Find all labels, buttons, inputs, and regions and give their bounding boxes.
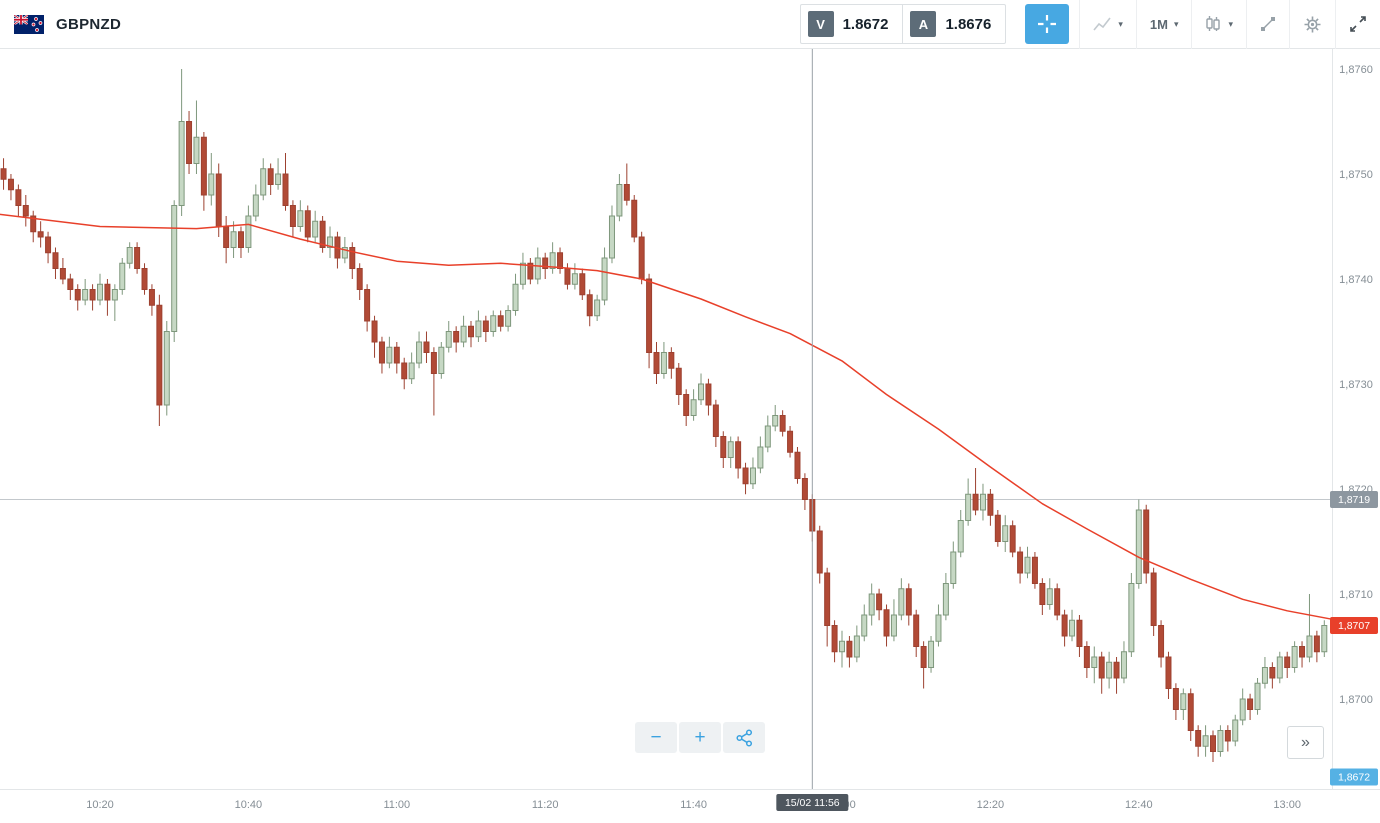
svg-text:11:00: 11:00 (383, 799, 410, 811)
buy-price: 1.8676 (945, 15, 992, 33)
svg-text:1,8730: 1,8730 (1339, 379, 1373, 391)
svg-text:1,8740: 1,8740 (1339, 274, 1373, 286)
price-chart[interactable]: 1,87601,87501,87401,87301,87201,87101,87… (0, 49, 1380, 822)
sell-letter-badge: V (807, 11, 834, 37)
sell-price: 1.8672 (842, 15, 889, 33)
trendline-tool-icon (1261, 17, 1275, 31)
chart-area: 1,8760 1,8750 1,8740 1,8730 1,8720 1,8710 1,87… (0, 49, 1380, 822)
sell-quote-button[interactable]: V 1.8672 (801, 5, 903, 43)
svg-text:10:40: 10:40 (235, 799, 263, 811)
zoom-in-button[interactable]: + (679, 722, 721, 753)
nz-flag-icon (14, 14, 44, 34)
svg-text:12:20: 12:20 (977, 799, 1005, 811)
symbol-title: GBPNZD (56, 15, 122, 33)
buy-quote-button[interactable]: A 1.8676 (903, 5, 1005, 43)
topbar: GBPNZD V 1.8672 A 1.8676 ▾ 1M (0, 0, 1380, 49)
instrument-header: GBPNZD (0, 14, 122, 34)
quote-box: V 1.8672 A 1.8676 (799, 4, 1007, 44)
svg-text:11:20: 11:20 (532, 799, 559, 811)
minus-icon: − (650, 726, 662, 748)
svg-text:1,8710: 1,8710 (1339, 589, 1373, 601)
share-icon (735, 728, 752, 747)
line-chart-icon (1093, 17, 1111, 31)
settings-button[interactable] (1289, 0, 1335, 49)
svg-text:1,8700: 1,8700 (1339, 694, 1373, 706)
svg-text:11:40: 11:40 (680, 799, 707, 811)
share-button[interactable] (723, 722, 765, 753)
double-chevron-right-icon: » (1301, 733, 1310, 751)
buy-letter-badge: A (910, 11, 937, 37)
svg-text:13:00: 13:00 (1273, 799, 1301, 811)
chart-toolbar: V 1.8672 A 1.8676 ▾ 1M ▾ (799, 0, 1380, 49)
svg-text:1,8707: 1,8707 (1338, 620, 1370, 632)
svg-text:1,8672: 1,8672 (1338, 772, 1370, 784)
crosshair-icon (1038, 15, 1057, 33)
svg-text:1,8760: 1,8760 (1339, 64, 1373, 76)
svg-text:12:40: 12:40 (1125, 799, 1153, 811)
fullscreen-button[interactable] (1335, 0, 1380, 49)
chevron-down-icon: ▾ (1118, 18, 1123, 29)
zoom-out-button[interactable]: − (635, 722, 677, 753)
svg-text:1,8719: 1,8719 (1338, 494, 1370, 506)
candle-style-dropdown[interactable]: ▾ (1191, 0, 1246, 49)
timeframe-label: 1M (1149, 16, 1168, 32)
svg-text:15/02 11:56: 15/02 11:56 (785, 797, 840, 809)
drawing-tools-button[interactable] (1246, 0, 1289, 49)
chevron-down-icon: ▾ (1228, 18, 1233, 29)
gear-icon (1304, 16, 1321, 32)
candlestick-icon (1206, 16, 1221, 31)
expand-arrows-icon (1350, 16, 1366, 32)
collapse-panel-button[interactable]: » (1287, 726, 1324, 759)
plus-icon: + (694, 726, 706, 748)
svg-text:1,8750: 1,8750 (1339, 169, 1373, 181)
svg-text:10:20: 10:20 (86, 799, 114, 811)
crosshair-tool-button[interactable] (1025, 4, 1070, 44)
chart-type-dropdown[interactable]: ▾ (1079, 0, 1136, 49)
quote-divider (902, 4, 904, 44)
timeframe-dropdown[interactable]: 1M ▾ (1135, 0, 1192, 49)
chevron-down-icon: ▾ (1173, 18, 1179, 29)
zoom-controls: − + (635, 722, 765, 753)
